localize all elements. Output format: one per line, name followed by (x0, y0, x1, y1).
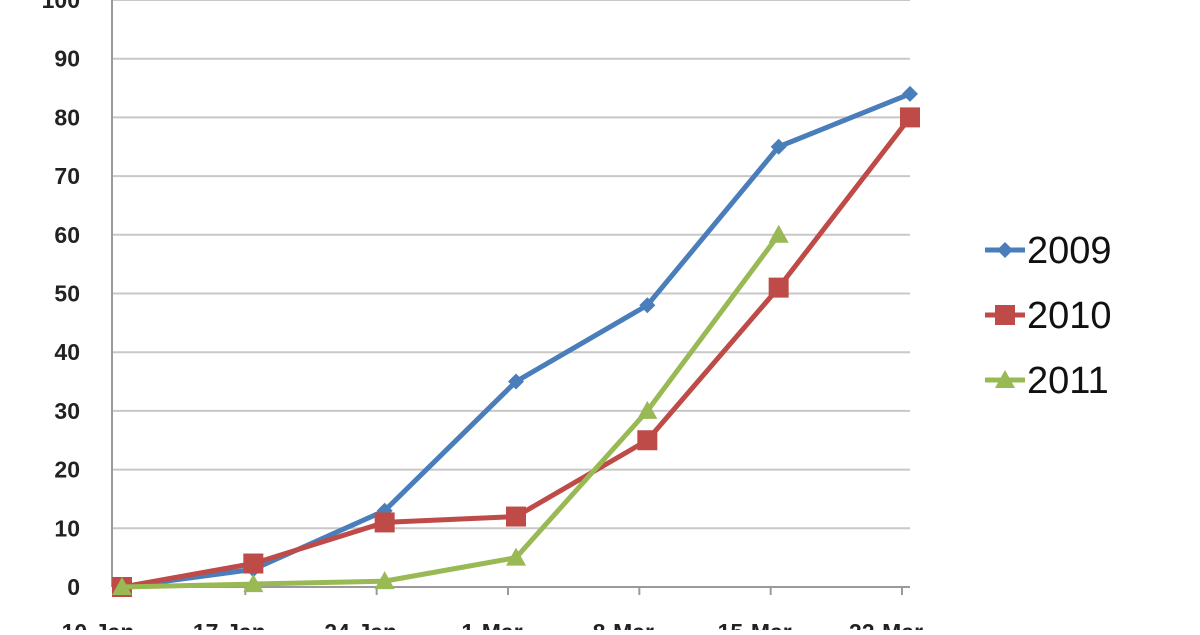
legend-label: 2010 (1027, 295, 1112, 337)
series-line (119, 232, 782, 590)
y-tick-label: 40 (54, 339, 80, 365)
y-tick-label: 50 (54, 281, 80, 307)
diamond-marker (508, 373, 524, 390)
x-tick-label: 1-Mar (461, 619, 522, 630)
diamond-marker (770, 138, 787, 155)
legend-label: 2011 (1027, 360, 1109, 402)
square-marker (506, 506, 526, 527)
series-2010 (112, 107, 920, 597)
triangle-marker (995, 370, 1015, 388)
square-marker (243, 553, 264, 574)
triangle-marker (374, 571, 395, 590)
series-2011 (112, 224, 789, 595)
legend-item: 2010 (985, 295, 1112, 337)
square-marker (768, 277, 789, 298)
square-marker (995, 305, 1015, 325)
square-marker (900, 107, 920, 128)
y-tick-label: 80 (54, 104, 80, 130)
square-marker (374, 512, 395, 533)
triangle-marker (112, 577, 132, 595)
legend-item: 2009 (985, 230, 1112, 272)
legend-item: 2011 (985, 360, 1109, 402)
x-tick-label: 24-Jan (324, 619, 397, 630)
x-tick-label: 17-Jan (193, 619, 266, 630)
y-tick-label: 0 (67, 574, 80, 600)
diamond-marker (997, 242, 1013, 258)
triangle-marker (637, 400, 658, 419)
x-tick-label: 8-Mar (593, 619, 654, 630)
legend-label: 2009 (1027, 230, 1112, 272)
x-tick-label: 15-Mar (718, 619, 792, 630)
y-tick-label: 90 (54, 46, 80, 72)
y-tick-label: 20 (54, 457, 80, 483)
y-tick-label: 70 (54, 163, 80, 189)
y-tick-label: 10 (54, 515, 80, 541)
y-axis-tick-labels: 0 10 20 30 40 50 60 70 80 90 100 (42, 0, 80, 600)
square-marker (637, 430, 658, 451)
y-tick-label: 100 (42, 0, 80, 13)
gridlines (112, 0, 910, 530)
legend: 2009 2010 2011 (985, 230, 1112, 402)
diamond-marker (639, 297, 656, 314)
triangle-marker (243, 574, 264, 593)
x-tick-label: 10-Jan (62, 619, 135, 630)
series-lines (112, 85, 920, 597)
triangle-marker (768, 224, 789, 243)
x-tick-label: 22-Mar (849, 619, 923, 630)
triangle-marker (506, 547, 526, 566)
y-tick-label: 30 (54, 398, 80, 424)
axes (111, 0, 910, 595)
diamond-marker (902, 85, 918, 102)
x-axis-tick-labels: 10-Jan 17-Jan 24-Jan 1-Mar 8-Mar 15-Mar 22-Mar (62, 619, 924, 635)
y-tick-label: 60 (54, 222, 80, 248)
